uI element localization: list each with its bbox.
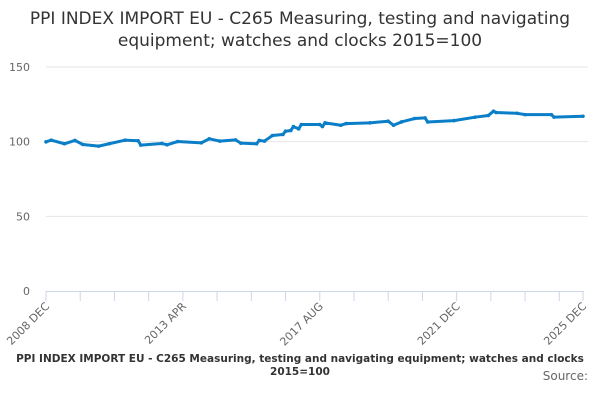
data-point <box>160 141 164 146</box>
data-point <box>257 138 262 143</box>
data-point <box>270 133 275 138</box>
data-point <box>423 116 427 120</box>
data-point <box>73 138 77 143</box>
data-point <box>238 141 243 145</box>
data-point <box>494 110 498 115</box>
data-point <box>44 140 48 144</box>
data-point <box>107 141 111 146</box>
data-point <box>123 138 127 142</box>
data-point <box>62 141 67 146</box>
chart-caption: PPI INDEX IMPORT EU - C265 Measuring, te… <box>16 353 584 378</box>
data-point <box>391 123 396 128</box>
data-point <box>138 143 143 147</box>
x-tick-label: 2008 DEC <box>4 300 52 348</box>
data-point <box>367 121 372 125</box>
data-point <box>299 122 304 127</box>
data-point <box>81 142 85 147</box>
data-point <box>473 115 477 119</box>
data-point <box>49 138 54 142</box>
data-point <box>515 111 519 116</box>
data-point <box>412 116 417 121</box>
data-point <box>549 112 554 117</box>
data-point <box>289 128 293 133</box>
data-point <box>344 121 348 126</box>
data-point <box>486 113 491 118</box>
y-tick-label: 50 <box>16 210 30 223</box>
data-point <box>523 112 527 117</box>
x-tick-label: 2013 APR <box>142 300 189 347</box>
data-point <box>175 139 180 144</box>
data-point <box>317 122 322 127</box>
x-tick-label: 2021 DEC <box>415 300 463 348</box>
y-tick-label: 150 <box>9 61 30 74</box>
data-point <box>581 114 585 119</box>
data-point <box>552 115 556 119</box>
data-point <box>199 141 204 145</box>
data-point <box>96 144 101 148</box>
chart-title: PPI INDEX IMPORT EU - C265 Measuring, te… <box>29 9 571 51</box>
data-point <box>399 120 404 124</box>
data-point <box>296 127 301 131</box>
data-point <box>254 141 259 146</box>
data-point <box>425 120 430 124</box>
data-point <box>136 138 140 143</box>
source-label: Source: <box>542 369 588 383</box>
data-point <box>291 124 296 129</box>
data-point <box>217 139 222 143</box>
data-point <box>386 119 391 124</box>
data-point <box>323 121 327 125</box>
data-point <box>320 124 325 129</box>
x-tick-label: 2025 DEC <box>541 300 589 348</box>
data-point <box>452 118 456 123</box>
x-tick-label: 2017 AUG <box>277 300 326 349</box>
data-point <box>281 132 285 137</box>
y-tick-label: 100 <box>9 136 30 149</box>
y-tick-label: 0 <box>23 285 30 298</box>
data-point <box>233 138 238 142</box>
data-point <box>262 139 267 143</box>
data-point <box>207 137 212 141</box>
data-point <box>283 129 288 134</box>
data-point <box>339 123 343 128</box>
data-point <box>165 143 169 147</box>
